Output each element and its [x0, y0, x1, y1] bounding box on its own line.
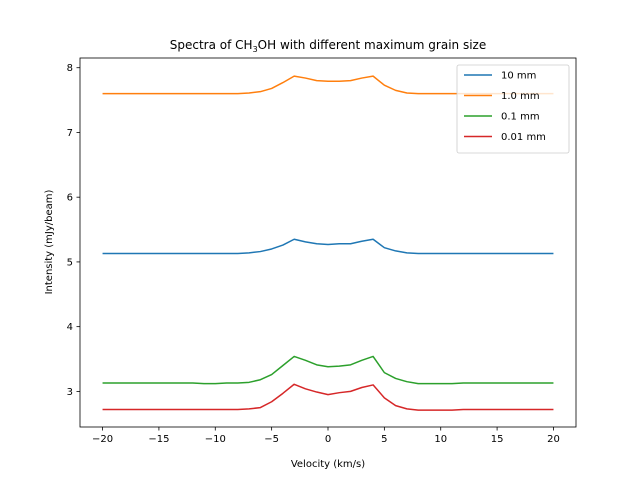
x-axis-label: Velocity (km/s)	[291, 459, 365, 470]
x-tick-label: −10	[205, 434, 226, 445]
x-tick-label: 10	[434, 434, 447, 445]
y-tick-label: 4	[67, 322, 73, 333]
y-tick-label: 8	[67, 63, 73, 74]
y-tick-label: 6	[67, 193, 73, 204]
x-tick-label: −5	[264, 434, 279, 445]
x-tick-label: −15	[148, 434, 169, 445]
series-line-2	[102, 355, 554, 385]
y-axis-ticks: 3 4 5 6 7 8	[67, 63, 80, 398]
series-line-3	[102, 383, 554, 411]
chart-title-subscript: 3	[253, 45, 258, 54]
y-tick-label: 5	[67, 257, 73, 268]
y-tick-label: 7	[67, 128, 73, 139]
x-tick-label: 0	[325, 434, 331, 445]
plot-frame	[79, 57, 577, 428]
legend-label-3: 0.01 mm	[501, 132, 546, 143]
y-axis-label: Intensity (mJy/beam)	[44, 189, 55, 294]
legend-box	[456, 64, 570, 154]
x-tick-label: 20	[547, 434, 560, 445]
legend-label-1: 1.0 mm	[501, 91, 540, 102]
x-axis-ticks: −20 −15 −10 −5 0 5 10 15 20	[92, 427, 560, 445]
chart-title: Spectra of CH3OH with different maximum …	[170, 38, 486, 54]
x-tick-label: 5	[381, 434, 387, 445]
x-tick-label: 15	[491, 434, 504, 445]
x-tick-label: −20	[92, 434, 113, 445]
series-line-0	[102, 238, 554, 255]
legend: 10 mm 1.0 mm 0.1 mm 0.01 mm	[456, 64, 570, 154]
legend-label-2: 0.1 mm	[501, 112, 540, 123]
y-tick-label: 3	[67, 387, 73, 398]
legend-label-0: 10 mm	[501, 71, 536, 82]
